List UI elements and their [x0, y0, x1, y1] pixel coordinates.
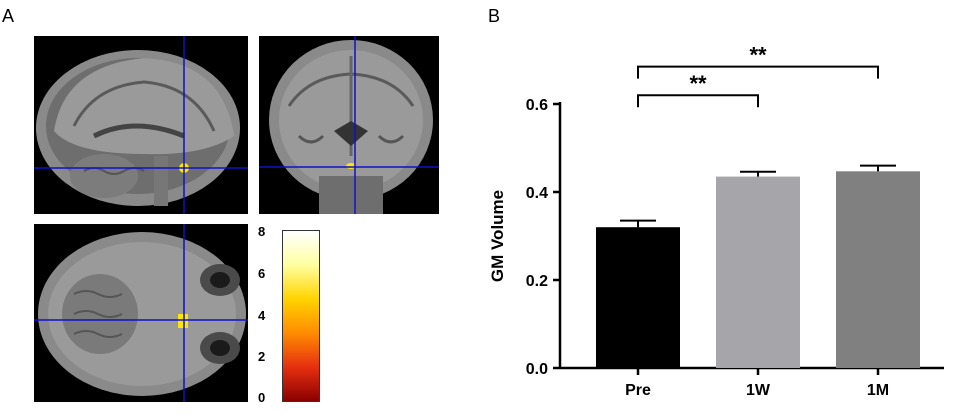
y-axis-label: GM Volume — [488, 190, 507, 282]
colorbar: 8 6 4 2 0 — [258, 224, 328, 406]
bar-chart: 0.0 0.2 0.4 0.6 GM Volume Pre 1W 1M ** ** — [488, 43, 944, 399]
colorbar-tick: 6 — [258, 266, 266, 281]
panel-a-label: A — [2, 6, 15, 26]
bar — [596, 227, 680, 368]
colorbar-tick: 2 — [258, 349, 266, 364]
y-tick-label: 0.4 — [526, 185, 548, 202]
panel-b-label: B — [488, 6, 501, 26]
colorbar-tick: 0 — [258, 390, 266, 405]
coronal-slice — [259, 36, 439, 214]
colorbar-tick: 4 — [258, 308, 266, 323]
significance-bracket — [637, 94, 759, 108]
significance-label: ** — [749, 43, 767, 68]
sagittal-slice — [34, 36, 248, 214]
y-tick-label: 0.0 — [526, 361, 548, 378]
significance-label: ** — [689, 71, 707, 96]
x-tick-label: 1M — [867, 382, 889, 399]
y-tick-label: 0.2 — [526, 273, 548, 290]
bar — [716, 176, 800, 368]
significance-bracket — [637, 65, 879, 79]
bar — [836, 171, 920, 368]
x-tick-label: Pre — [625, 382, 651, 399]
y-tick-label: 0.6 — [526, 97, 548, 114]
activation-blob — [178, 314, 188, 328]
axial-slice — [34, 224, 248, 402]
colorbar-tick: 8 — [258, 224, 266, 239]
colorbar-gradient — [282, 230, 320, 402]
x-tick-label: 1W — [746, 382, 771, 399]
